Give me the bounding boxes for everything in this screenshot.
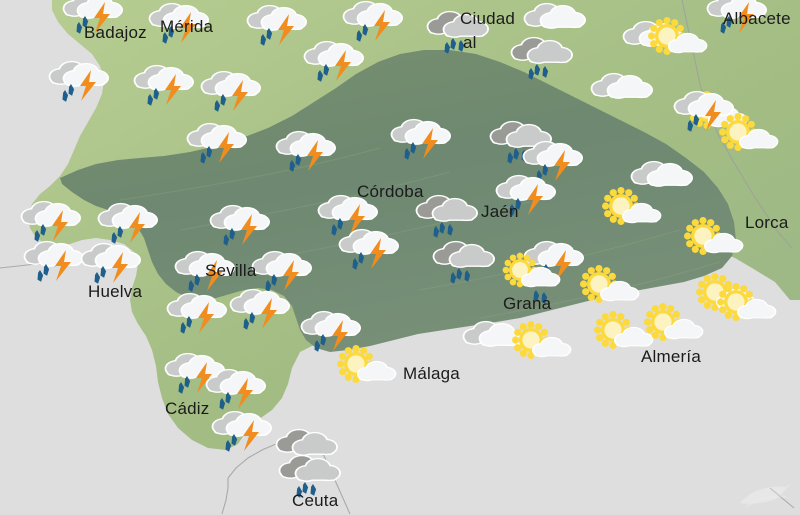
cloud-icon[interactable]	[455, 310, 529, 370]
cloud-lightning-rain-icon[interactable]	[202, 196, 276, 256]
cloud-lightning-rain-icon[interactable]	[193, 62, 267, 122]
cloud-lightning-rain-icon[interactable]	[268, 122, 342, 182]
cloud-lightning-rain-icon[interactable]	[179, 114, 253, 174]
cloud-lightning-rain-icon[interactable]	[55, 0, 129, 44]
cloud-lightning-rain-icon[interactable]	[157, 344, 231, 404]
cloud-lightning-rain-icon[interactable]	[310, 186, 384, 246]
cloud-lightning-rain-icon[interactable]	[204, 402, 278, 462]
cloud-lightning-rain-icon[interactable]	[167, 242, 241, 302]
cloud-lightning-rain-icon[interactable]	[159, 284, 233, 344]
cloud-icon[interactable]	[583, 62, 657, 122]
watermark-logo	[740, 483, 792, 508]
sun-cloud-icon[interactable]	[571, 262, 645, 322]
cloud-rain-icon[interactable]	[419, 2, 493, 62]
cloud-lightning-rain-icon[interactable]	[335, 0, 409, 52]
cloud-lightning-rain-icon[interactable]	[293, 302, 367, 362]
cloud-lightning-rain-icon[interactable]	[41, 52, 115, 112]
sun-cloud-icon[interactable]	[675, 214, 749, 274]
city-label-lorca: Lorca	[745, 213, 789, 232]
cloud-lightning-rain-icon[interactable]	[222, 280, 296, 340]
land-andalusia-shape	[60, 50, 736, 352]
cloud-lightning-rain-icon[interactable]	[244, 242, 318, 302]
cloud-rain-icon[interactable]	[425, 232, 499, 292]
cloud-lightning-rain-icon[interactable]	[383, 110, 457, 170]
cloud-rain-icon[interactable]	[503, 28, 577, 88]
cloud-lightning-rain-icon[interactable]	[515, 132, 589, 192]
sun-cloud-icon[interactable]	[635, 300, 709, 360]
cloud-lightning-rain-icon[interactable]	[13, 192, 87, 252]
cloud-lightning-rain-icon[interactable]	[516, 232, 590, 292]
cloud-lightning-rain-icon[interactable]	[90, 194, 164, 254]
cloud-rain-icon[interactable]	[408, 186, 482, 246]
cloud-lightning-rain-icon[interactable]	[488, 166, 562, 226]
cloud-lightning-rain-icon[interactable]	[239, 0, 313, 56]
sun-cloud-icon[interactable]	[503, 318, 577, 378]
cloud-icon[interactable]	[516, 0, 590, 52]
cloud-lightning-rain-icon[interactable]	[126, 56, 200, 116]
sun-cloud-icon[interactable]	[708, 280, 782, 340]
cloud-rain-icon[interactable]	[271, 446, 345, 506]
cloud-lightning-rain-icon[interactable]	[16, 232, 90, 292]
cloud-icon[interactable]	[623, 150, 697, 210]
cloud-lightning-rain-icon[interactable]	[73, 234, 147, 294]
cloud-lightning-rain-icon[interactable]	[141, 0, 215, 54]
cloud-lightning-rain-icon[interactable]	[666, 82, 740, 142]
cloud-lightning-rain-icon[interactable]	[198, 360, 272, 420]
sun-cloud-icon[interactable]	[585, 308, 659, 368]
sun-cloud-rain-icon[interactable]	[494, 250, 568, 310]
sun-cloud-icon[interactable]	[639, 14, 713, 74]
sun-cloud-icon[interactable]	[593, 184, 667, 244]
sun-cloud-icon[interactable]	[710, 110, 784, 170]
cloud-lightning-rain-icon[interactable]	[296, 32, 370, 92]
cloud-lightning-rain-icon[interactable]	[331, 220, 405, 280]
city-label-mlaga: Málaga	[403, 364, 460, 383]
cloud-lightning-rain-icon[interactable]	[699, 0, 773, 44]
sun-cloud-icon[interactable]	[328, 342, 402, 402]
